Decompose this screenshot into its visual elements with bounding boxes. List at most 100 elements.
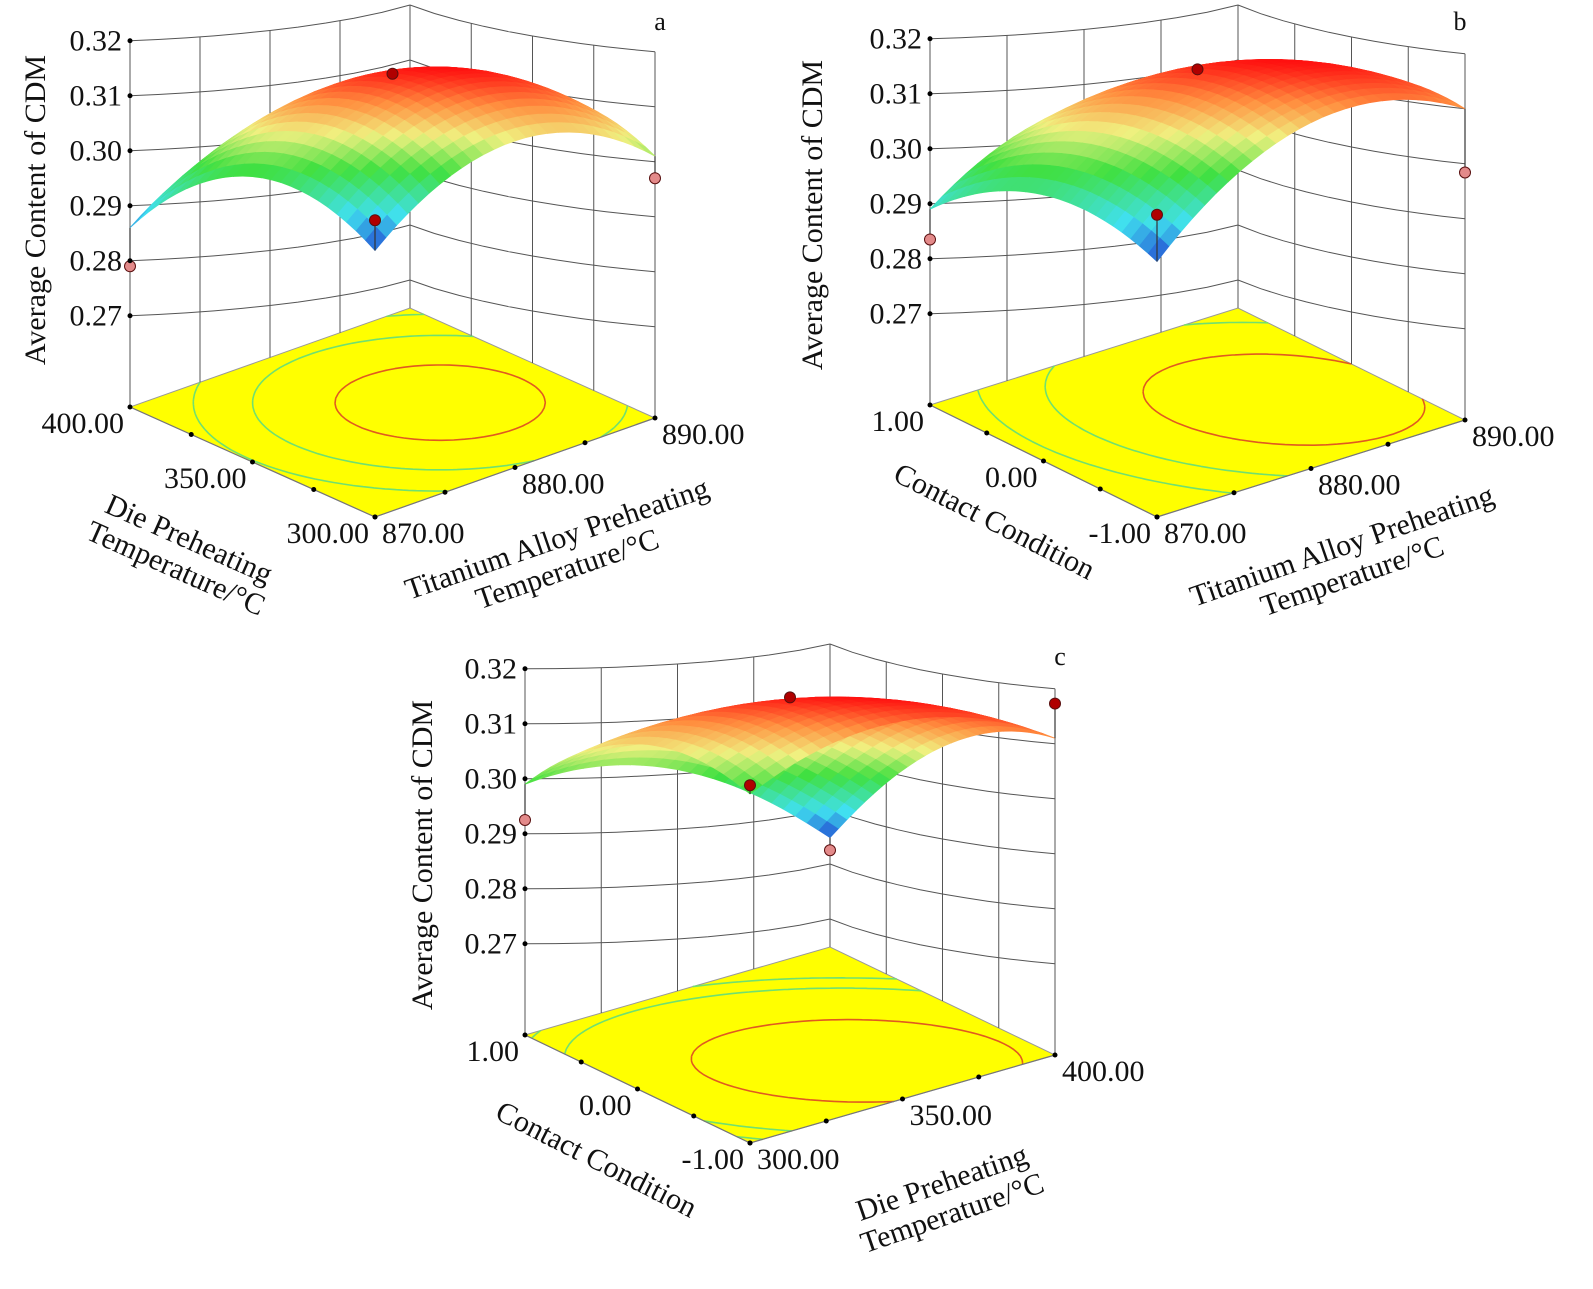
design-point [1459,166,1471,179]
design-point [824,844,836,857]
z-tick-label: 0.28 [870,243,923,276]
x-tick-label: 0.00 [579,1089,632,1122]
panel-c: 0.27 0.28 0.29 0.30 0.31 0.32 -1.00 0.00 1.00 300… [406,642,1145,1260]
z-axis-tick [522,941,528,947]
x-axis-tick [927,402,933,408]
z-axis-title: Average Content of CDM [19,55,52,365]
y-tick-label: 890.00 [1472,420,1555,453]
x-tick-label: 300.00 [287,517,370,550]
y-tick-label: 890.00 [662,418,745,451]
x-axis-tick [578,1059,584,1065]
right-wall-gridline [409,4,656,53]
y-tick-label: 300.00 [757,1143,840,1176]
design-point [1151,208,1163,221]
x-tick-label: 400.00 [42,407,125,440]
x-tick-label: 1.00 [467,1035,520,1068]
z-axis-tick [127,258,133,264]
left-wall-gridline [929,4,1239,40]
design-point [1049,697,1061,710]
z-axis-tick [127,148,133,154]
z-axis-tick [127,203,133,209]
z-axis-tick [927,91,933,97]
x-axis-tick [635,1086,640,1092]
y-axis-tick [1154,514,1160,520]
contour-line [251,334,629,471]
x-axis-tick [188,432,194,437]
z-tick-label: 0.28 [70,245,123,278]
right-wall-gridline [1237,4,1466,55]
contour-line [1044,321,1288,477]
panel-b: 0.27 0.28 0.29 0.30 0.31 0.32 -1.00 0.00 1.00 870… [796,4,1555,623]
z-tick-label: 0.27 [70,300,123,333]
z-tick-label: 0.30 [870,133,923,166]
z-tick-label: 0.31 [870,78,923,111]
contour-line [1142,353,1426,446]
x-tick-label: 350.00 [164,462,247,495]
design-point [924,233,936,246]
z-axis-tick [522,776,528,782]
design-point [369,214,381,227]
contour-line [690,1018,1024,1103]
y-tick-label: 400.00 [1062,1055,1145,1088]
y-tick-label: 870.00 [382,517,465,550]
z-tick-label: 0.32 [870,23,923,56]
z-tick-label: 0.27 [465,928,518,961]
left-wall-gridline [524,643,831,670]
z-tick-label: 0.29 [70,190,123,223]
design-point [784,691,796,704]
y-axis-tick [512,465,518,470]
z-tick-label: 0.28 [465,873,518,906]
x-axis-tick [1097,486,1103,492]
surface-patch [1147,237,1170,263]
z-axis-tick [927,36,933,42]
y-axis-tick [976,1074,982,1080]
z-axis-tick [127,93,133,99]
x-tick-label: -1.00 [682,1143,745,1176]
right-wall-gridline [829,643,1056,690]
panel-letter: a [654,7,666,36]
y-axis-tick [1052,1052,1058,1058]
response-surface [524,696,1056,839]
y-tick-label: 350.00 [910,1099,993,1132]
z-axis-tick [522,666,528,672]
contour-line [563,987,922,1132]
z-tick-label: 0.29 [465,818,518,851]
y-tick-label: 880.00 [1318,469,1401,502]
design-point [744,779,756,792]
x-axis-tick [1041,458,1046,464]
y-axis-tick [442,489,448,495]
x-axis-tick [311,487,317,492]
contour-line [977,389,1233,494]
y-axis-tick [1385,441,1391,447]
contour-line [334,364,547,442]
left-wall-gridline [129,4,411,42]
y-axis-tick [747,1140,753,1146]
z-tick-label: 0.31 [70,80,123,113]
contour-line [192,313,449,492]
z-axis-tick [522,886,528,892]
y-tick-label: 870.00 [1164,517,1247,550]
x-tick-label: 1.00 [872,405,925,438]
z-axis-tick [127,38,133,44]
y-axis-tick [652,415,658,421]
x-axis-tick [250,459,255,465]
panel-letter: c [1054,642,1066,671]
y-axis-tick [1308,466,1314,471]
z-axis-tick [522,721,528,727]
x-axis-tick [522,1032,528,1038]
response-surface [929,59,1466,263]
z-tick-label: 0.29 [870,188,923,221]
surface-patch [634,141,656,157]
z-axis-tick [927,256,933,262]
y-tick-label: 880.00 [522,468,605,501]
x-tick-label: -1.00 [1089,517,1152,550]
panel-letter: b [1454,7,1467,36]
z-tick-label: 0.32 [465,653,518,686]
x-axis-tick [691,1113,697,1119]
y-axis-tick [1462,417,1468,423]
y-axis-tick [900,1096,905,1102]
z-axis-title: Average Content of CDM [796,60,829,370]
